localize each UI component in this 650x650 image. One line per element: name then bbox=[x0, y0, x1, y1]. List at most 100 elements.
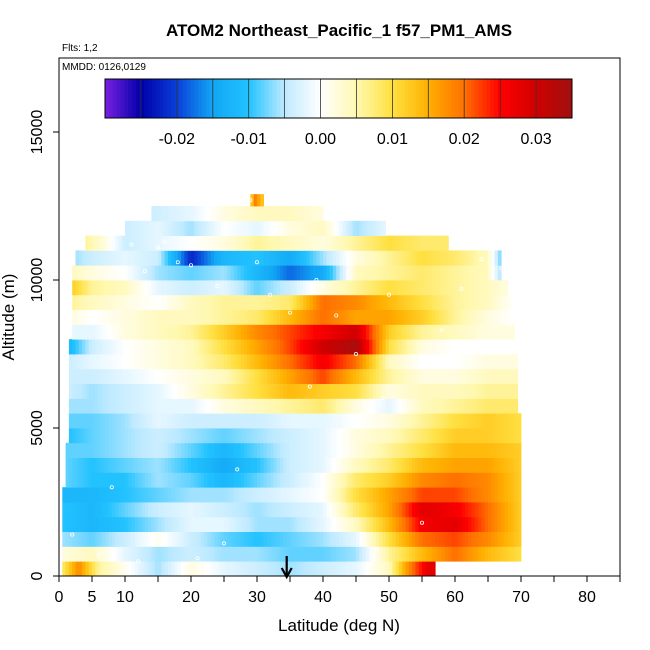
heatmap-cell bbox=[227, 561, 231, 577]
heatmap-cell bbox=[372, 398, 377, 414]
heatmap-cell bbox=[382, 235, 387, 251]
colorbar-segment bbox=[307, 79, 312, 118]
heatmap-cell bbox=[346, 531, 350, 547]
heatmap-cell bbox=[501, 413, 505, 429]
heatmap-cell bbox=[82, 324, 86, 340]
heatmap-cell bbox=[144, 561, 149, 577]
heatmap-cell bbox=[293, 280, 297, 296]
heatmap-cell bbox=[171, 309, 175, 325]
heatmap-cell bbox=[425, 309, 429, 325]
heatmap-cell bbox=[356, 324, 360, 340]
heatmap-cell bbox=[303, 398, 307, 414]
heatmap-cell bbox=[511, 398, 515, 414]
heatmap-cell bbox=[306, 354, 311, 370]
heatmap-cell bbox=[214, 442, 218, 458]
heatmap-cell bbox=[214, 531, 218, 547]
heatmap-cell bbox=[306, 324, 311, 340]
heatmap-cell bbox=[372, 250, 377, 266]
heatmap-cell bbox=[144, 324, 149, 340]
heatmap-cell bbox=[177, 220, 182, 236]
heatmap-cell bbox=[85, 546, 90, 562]
heatmap-cell bbox=[82, 398, 86, 414]
heatmap-cell bbox=[247, 368, 251, 384]
heatmap-cell bbox=[296, 442, 301, 458]
heatmap-cell bbox=[488, 472, 492, 488]
heatmap-cell bbox=[435, 294, 439, 310]
heatmap-cell bbox=[286, 265, 291, 281]
heatmap-cell bbox=[349, 220, 354, 236]
heatmap-cell bbox=[273, 487, 278, 503]
heatmap-cell bbox=[250, 428, 255, 444]
heatmap-cell bbox=[237, 531, 241, 547]
heatmap-cell bbox=[464, 354, 469, 370]
heatmap-cell bbox=[507, 502, 512, 518]
heatmap-cell bbox=[412, 428, 416, 444]
heatmap-cell bbox=[478, 280, 482, 296]
colorbar-tick-label: -0.01 bbox=[230, 131, 267, 148]
heatmap-cell bbox=[134, 442, 139, 458]
heatmap-cell bbox=[68, 442, 73, 458]
heatmap-cell bbox=[349, 487, 354, 503]
heatmap-cell bbox=[488, 280, 492, 296]
heatmap-cell bbox=[72, 265, 76, 281]
heatmap-cell bbox=[474, 546, 479, 562]
heatmap-cell bbox=[332, 546, 337, 562]
heatmap-cell bbox=[214, 413, 218, 429]
heatmap-cell bbox=[220, 502, 225, 518]
heatmap-cell bbox=[108, 368, 113, 384]
colorbar-segment bbox=[132, 79, 137, 118]
colorbar-segment bbox=[112, 79, 118, 118]
colorbar-segment bbox=[256, 79, 262, 118]
heatmap-cell bbox=[197, 383, 202, 399]
heatmap-cell bbox=[461, 472, 466, 488]
heatmap-cell bbox=[253, 383, 258, 399]
heatmap-cell bbox=[247, 413, 251, 429]
heatmap-cell bbox=[445, 398, 449, 414]
heatmap-cell bbox=[217, 472, 222, 488]
heatmap-cell bbox=[435, 531, 439, 547]
heatmap-cell bbox=[250, 206, 255, 222]
heatmap-cell bbox=[197, 398, 202, 414]
sample-point bbox=[129, 242, 134, 247]
heatmap-cell bbox=[501, 487, 505, 503]
heatmap-cell bbox=[372, 235, 377, 251]
heatmap-cell bbox=[88, 235, 93, 251]
heatmap-cell bbox=[167, 294, 172, 310]
heatmap-cell bbox=[461, 531, 466, 547]
heatmap-cell bbox=[164, 354, 169, 370]
heatmap-cell bbox=[158, 309, 162, 325]
heatmap-cell bbox=[408, 442, 413, 458]
heatmap-cell bbox=[385, 235, 390, 251]
heatmap-cell bbox=[481, 546, 486, 562]
heatmap-cell bbox=[425, 472, 429, 488]
heatmap-cell bbox=[451, 516, 456, 532]
heatmap-cell bbox=[280, 502, 284, 518]
heatmap-cell bbox=[441, 354, 446, 370]
heatmap-cell bbox=[257, 442, 261, 458]
heatmap-cell bbox=[431, 561, 436, 577]
colorbar-segment bbox=[237, 79, 242, 118]
heatmap-cell bbox=[438, 413, 443, 429]
heatmap-cell bbox=[197, 206, 202, 222]
heatmap-cell bbox=[72, 546, 76, 562]
heatmap-cell bbox=[316, 294, 321, 310]
heatmap-cell bbox=[253, 398, 258, 414]
heatmap-cell bbox=[82, 294, 86, 310]
heatmap-cell bbox=[448, 398, 453, 414]
heatmap-cell bbox=[286, 457, 291, 473]
heatmap-cell bbox=[214, 398, 218, 414]
heatmap-cell bbox=[511, 428, 515, 444]
heatmap-cell bbox=[379, 516, 383, 532]
heatmap-cell bbox=[72, 309, 76, 325]
heatmap-cell bbox=[233, 339, 238, 355]
heatmap-cell bbox=[412, 457, 416, 473]
heatmap-cell bbox=[497, 294, 502, 310]
heatmap-cell bbox=[273, 294, 278, 310]
heatmap-cell bbox=[141, 561, 146, 577]
heatmap-cell bbox=[402, 309, 406, 325]
heatmap-cell bbox=[101, 502, 106, 518]
heatmap-cell bbox=[174, 354, 179, 370]
heatmap-cell bbox=[270, 309, 274, 325]
heatmap-cell bbox=[200, 280, 205, 296]
heatmap-cell bbox=[339, 324, 344, 340]
